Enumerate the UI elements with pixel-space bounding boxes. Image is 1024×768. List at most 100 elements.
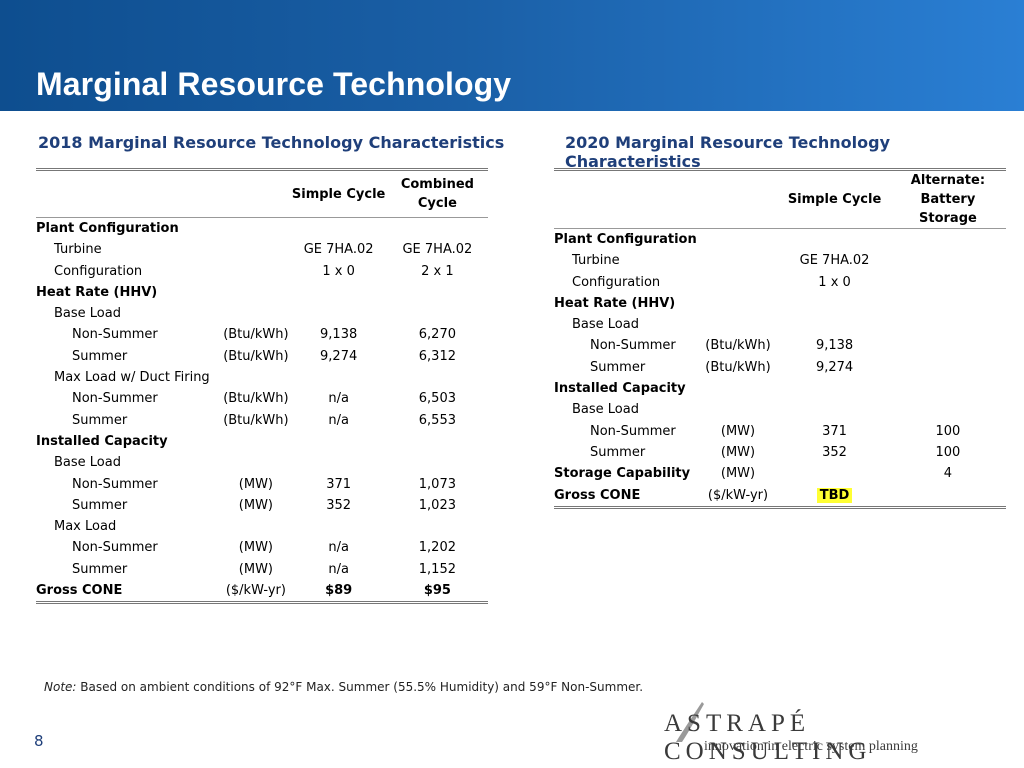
table-row: Turbine GE 7HA.02 GE 7HA.02 <box>36 239 488 260</box>
row-value-1: GE 7HA.02 <box>303 242 374 258</box>
row-value-1 <box>779 314 890 335</box>
row-value-2: 6,312 <box>418 348 456 364</box>
row-unit: (MW) <box>720 423 756 439</box>
row-label: Base Load <box>54 455 121 471</box>
row-label: Base Load <box>572 402 639 418</box>
table-row: Non-Summer (Btu/kWh) 9,138 6,270 <box>36 324 488 345</box>
row-value-2 <box>890 229 1006 251</box>
row-label: Configuration <box>54 263 143 279</box>
row-value-2: 6,270 <box>418 327 456 343</box>
row-label: Plant Configuration <box>554 232 697 247</box>
table-2018-title: 2018 Marginal Resource Technology Charac… <box>38 133 505 152</box>
row-unit: (Btu/kWh) <box>223 391 289 407</box>
row-label: Summer <box>72 348 128 364</box>
table-row: Summer (Btu/kWh) 9,274 <box>554 357 1006 378</box>
table-row: Summer (MW) n/a 1,152 <box>36 559 488 580</box>
row-value-1: 9,274 <box>815 359 854 375</box>
row-unit <box>221 303 290 324</box>
row-label: Non-Summer <box>72 476 158 492</box>
row-label: Installed Capacity <box>554 381 686 397</box>
row-unit <box>221 261 290 282</box>
company-logo: ASTRAPÉ CONSULTING innovation in electri… <box>664 700 1014 765</box>
row-value-2: 100 <box>935 423 961 439</box>
row-label: Turbine <box>572 253 620 269</box>
row-value-1 <box>779 399 890 420</box>
row-value-2 <box>890 293 1006 314</box>
row-value-2: GE 7HA.02 <box>402 242 473 258</box>
table-row: Summer (Btu/kWh) 9,274 6,312 <box>36 346 488 367</box>
table-row: Gross CONE ($/kW-yr) TBD <box>554 484 1006 509</box>
table-row: Installed Capacity <box>36 431 488 452</box>
row-value-2 <box>890 250 1006 271</box>
row-value-2 <box>387 282 488 303</box>
row-unit <box>221 516 290 537</box>
row-label: Installed Capacity <box>36 433 168 449</box>
row-unit: (MW) <box>238 540 273 556</box>
row-unit: (MW) <box>720 444 756 460</box>
row-unit <box>221 218 290 240</box>
row-unit: ($/kW-yr) <box>696 484 780 509</box>
row-value-1 <box>290 282 386 303</box>
row-value-1: 9,138 <box>320 327 358 343</box>
row-label: Base Load <box>54 306 121 322</box>
row-label: Plant Configuration <box>36 221 179 236</box>
row-value-1: 352 <box>326 497 352 513</box>
table-row: Non-Summer (MW) n/a 1,202 <box>36 537 488 558</box>
row-label: Configuration <box>572 274 661 290</box>
row-value-1: n/a <box>328 561 349 577</box>
row-value-2 <box>387 367 488 388</box>
row-value-2 <box>387 516 488 537</box>
table-row: Base Load <box>36 452 488 473</box>
row-value-1 <box>290 431 386 452</box>
row-value-1: 371 <box>326 476 352 492</box>
row-unit: (Btu/kWh) <box>223 348 289 364</box>
row-value-1 <box>779 293 890 314</box>
table-row: Turbine GE 7HA.02 <box>554 250 1006 271</box>
table-row: Non-Summer (Btu/kWh) n/a 6,503 <box>36 388 488 409</box>
footnote: Note: Based on ambient conditions of 92°… <box>44 680 643 694</box>
row-label: Non-Summer <box>72 540 158 556</box>
row-value-2 <box>890 378 1006 399</box>
table-row: Non-Summer (MW) 371 100 <box>554 421 1006 442</box>
row-label: Gross CONE <box>36 580 222 605</box>
row-unit: (MW) <box>238 561 273 577</box>
row-value-1: 1 x 0 <box>818 274 851 290</box>
header-label-cell <box>36 168 222 218</box>
row-value-1: 352 <box>822 444 847 460</box>
row-label: Summer <box>590 359 646 375</box>
table-row: Non-Summer (Btu/kWh) 9,138 <box>554 335 1006 356</box>
row-value-1 <box>290 218 386 240</box>
row-value-1 <box>290 367 386 388</box>
table-row: Base Load <box>554 314 1006 335</box>
row-value-1 <box>779 378 890 399</box>
row-label: Storage Capability <box>554 466 691 482</box>
table-row: Max Load w/ Duct Firing <box>36 367 488 388</box>
table-row: Plant Configuration <box>36 218 488 240</box>
row-unit <box>697 378 780 399</box>
row-label: Turbine <box>54 242 102 258</box>
row-label: Base Load <box>572 317 639 333</box>
row-unit: (MW) <box>238 476 273 492</box>
row-value-1 <box>779 229 890 251</box>
highlighted-value: TBD <box>816 487 853 503</box>
row-value-2: 100 <box>935 444 961 460</box>
header-unit-cell <box>221 168 291 218</box>
row-value-1 <box>779 463 890 484</box>
row-unit <box>221 239 290 260</box>
swoosh-icon <box>676 702 704 742</box>
col-header-combined-cycle: Combined Cycle <box>386 168 488 218</box>
row-unit: (Btu/kWh) <box>223 327 289 343</box>
row-value-1: $89 <box>290 580 387 605</box>
row-value-2: $95 <box>386 580 488 605</box>
row-label: Non-Summer <box>590 423 676 439</box>
table-row: Storage Capability (MW) 4 <box>554 463 1006 484</box>
row-unit <box>697 314 780 335</box>
row-value-2: 6,553 <box>418 412 456 428</box>
row-value-2 <box>890 399 1006 420</box>
row-label: Non-Summer <box>590 338 676 354</box>
row-label: Summer <box>590 444 646 460</box>
table-row: Plant Configuration <box>554 229 1006 251</box>
table-row: Summer (MW) 352 1,023 <box>36 495 488 516</box>
table-header-row: Simple Cycle Alternate: Battery Storage <box>554 168 1006 229</box>
row-value-1: 1 x 0 <box>322 263 355 279</box>
